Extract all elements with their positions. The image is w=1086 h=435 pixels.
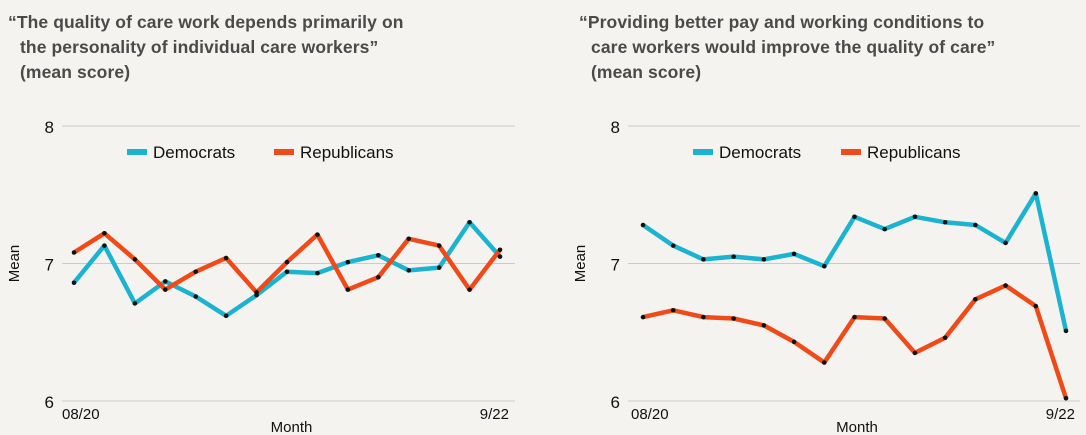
x-tick-label: 08/20 — [631, 406, 669, 423]
data-point — [132, 301, 138, 306]
line-chart: 6 7 8 08/20 9/22 Month Mean Democrats Republican… — [6, 118, 515, 435]
data-point — [315, 270, 320, 276]
data-point — [102, 243, 107, 248]
x-axis-label: Month — [836, 419, 878, 435]
chart-title: “The quality of care work depends primar… — [8, 10, 528, 85]
data-point — [254, 290, 259, 295]
data-point — [912, 214, 918, 220]
data-point — [71, 250, 77, 255]
data-point — [882, 226, 888, 232]
legend-label: Republicans — [300, 143, 394, 162]
x-axis-label: Month — [271, 419, 313, 435]
data-point — [761, 257, 767, 262]
chart-panel-personality: “The quality of care work depends primar… — [6, 10, 528, 435]
y-tick-label: 8 — [611, 118, 620, 137]
y-axis-label: Mean — [6, 245, 23, 283]
legend-label: Democrats — [719, 143, 801, 162]
y-tick-label: 6 — [45, 393, 54, 412]
data-point — [436, 265, 442, 270]
data-point — [882, 316, 888, 321]
legend-label: Democrats — [153, 143, 235, 162]
data-point — [821, 360, 827, 365]
chart-title-line: the personality of individual care worke… — [20, 37, 379, 57]
x-tick-label: 9/22 — [1046, 406, 1075, 423]
data-point — [1033, 303, 1039, 309]
data-point — [670, 243, 676, 248]
legend-label: Republicans — [867, 143, 961, 162]
data-point — [701, 314, 706, 320]
data-point — [284, 269, 290, 275]
data-point — [162, 287, 168, 292]
data-point — [1063, 395, 1069, 401]
chart-title-line: (mean score) — [20, 62, 131, 82]
data-point — [467, 287, 472, 292]
chart-title-line: (mean score) — [591, 62, 702, 82]
x-tick-label: 9/22 — [480, 406, 509, 423]
data-point — [497, 254, 503, 259]
data-point — [1003, 240, 1008, 246]
data-point — [791, 339, 797, 345]
data-point — [102, 230, 107, 236]
data-point — [912, 350, 918, 356]
data-point — [193, 294, 199, 299]
data-point — [406, 236, 412, 242]
data-point — [345, 287, 351, 292]
data-point — [942, 335, 948, 341]
data-point — [284, 259, 290, 265]
x-tick-label: 08/20 — [62, 406, 100, 423]
data-point — [852, 214, 857, 220]
data-point — [640, 314, 646, 320]
y-tick-label: 8 — [45, 118, 54, 137]
chart-title-line: care workers would improve the quality o… — [591, 37, 996, 57]
series-line-republicans — [642, 283, 1069, 400]
chart-title-line: “Providing better pay and working condit… — [579, 12, 985, 32]
data-point — [406, 268, 412, 273]
y-axis-label: Mean — [572, 245, 589, 283]
data-point — [791, 251, 797, 257]
data-point — [731, 316, 736, 321]
data-point — [1033, 191, 1039, 196]
data-point — [436, 243, 442, 248]
data-point — [973, 222, 978, 228]
data-point — [701, 257, 706, 262]
data-point — [132, 257, 138, 262]
chart-panel-pay-conditions: “Providing better pay and working condit… — [543, 0, 1086, 435]
data-point — [731, 254, 736, 259]
data-point — [640, 222, 646, 228]
data-point — [375, 274, 381, 280]
data-point — [852, 314, 857, 320]
data-point — [193, 269, 199, 275]
y-tick-label: 7 — [45, 256, 54, 275]
series-line-democrats — [641, 191, 1069, 332]
data-point — [1003, 283, 1008, 288]
data-point — [223, 313, 229, 319]
data-point — [821, 263, 827, 269]
data-point — [71, 280, 77, 286]
y-tick-label: 6 — [611, 393, 620, 412]
data-point — [497, 247, 503, 253]
data-point — [761, 323, 767, 328]
y-tick-label: 7 — [611, 256, 620, 275]
data-point — [162, 279, 168, 284]
data-point — [375, 252, 381, 258]
series-line-democrats — [72, 220, 502, 319]
line-chart: 6 7 8 08/20 9/22 Month Mean Democrats Republican… — [572, 118, 1080, 435]
data-point — [670, 307, 676, 313]
data-point — [345, 259, 351, 265]
chart-title-line: “The quality of care work depends primar… — [8, 12, 404, 32]
data-point — [1063, 328, 1069, 334]
chart-title: “Providing better pay and working condit… — [579, 10, 1084, 85]
data-point — [467, 219, 472, 225]
data-point — [942, 219, 948, 225]
data-point — [973, 296, 978, 302]
data-point — [315, 232, 320, 237]
data-point — [223, 255, 229, 261]
